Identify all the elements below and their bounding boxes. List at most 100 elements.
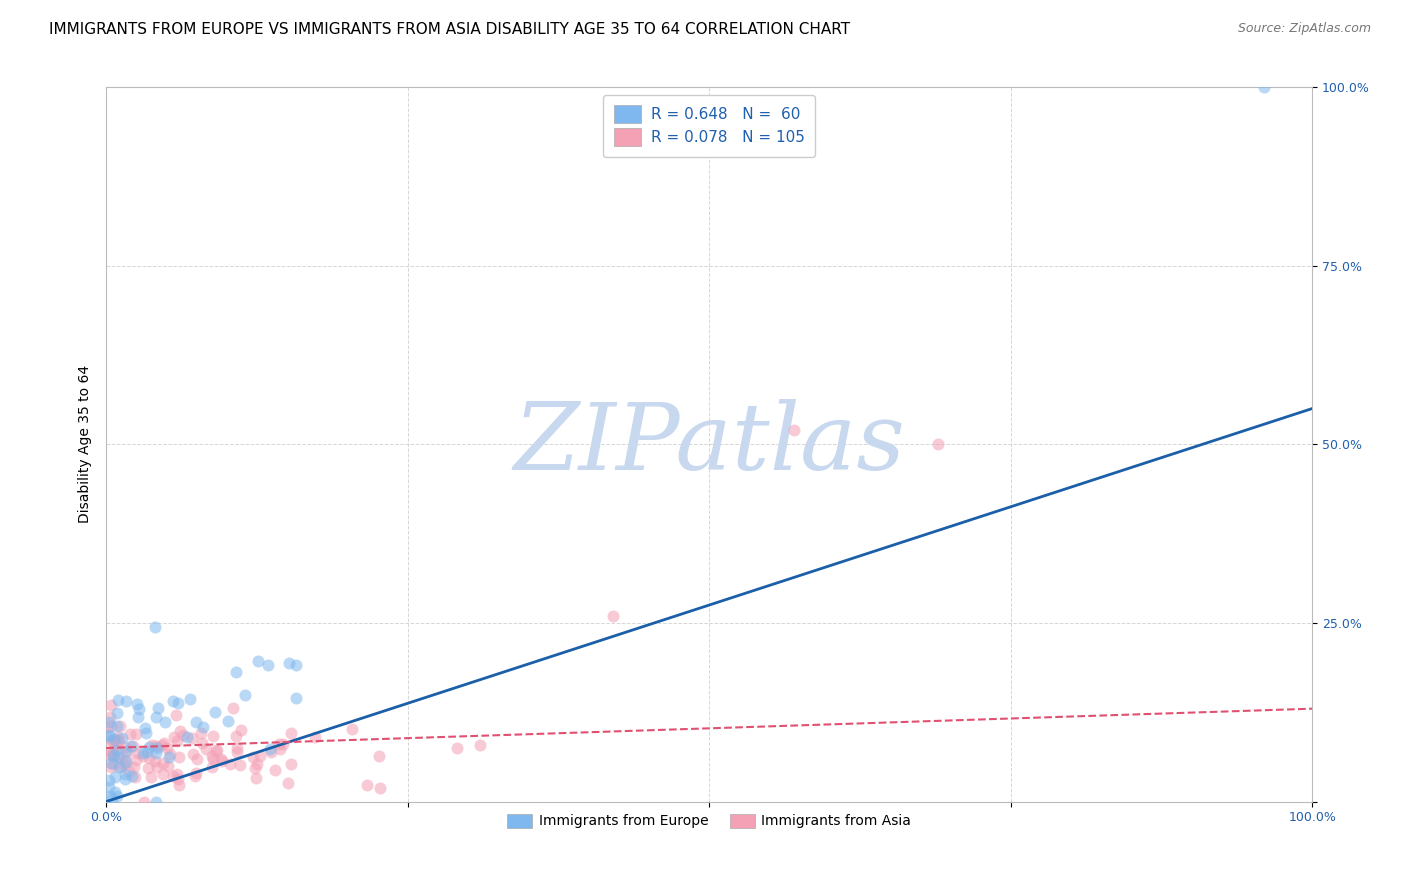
Point [217,714,239,728]
Point [105,743,128,757]
Point [166,734,188,748]
Point [105,719,128,733]
Legend: Immigrants from Europe, Immigrants from Asia: Immigrants from Europe, Immigrants from … [502,808,917,834]
Point [249,749,271,764]
Point [105,739,128,753]
Point [256,658,278,673]
Point [103,746,125,760]
Point [167,750,190,764]
Point [225,665,247,679]
Point [229,758,252,772]
Point [277,776,299,790]
Point [368,780,391,795]
Point [115,694,138,708]
Point [150,738,173,752]
Point [259,742,281,756]
Point [263,763,285,777]
Point [271,737,294,751]
Point [468,738,491,752]
Point [104,785,127,799]
Point [165,708,187,723]
Point [190,736,212,750]
Point [125,753,148,767]
Point [110,760,132,774]
Point [222,701,245,715]
Point [135,726,157,740]
Point [120,739,142,753]
Point [143,754,166,768]
Point [107,750,129,764]
Point [108,760,131,774]
Point [97,714,120,729]
Point [97,729,120,743]
Point [180,731,202,745]
Point [145,739,167,754]
Point [285,658,308,673]
Point [107,731,129,745]
Point [112,756,135,771]
Point [100,719,122,733]
Point [101,735,124,749]
Point [103,757,125,772]
Point [280,726,302,740]
Point [156,741,179,756]
Point [127,710,149,724]
Point [218,756,240,771]
Point [181,747,204,761]
Point [138,751,160,765]
Point [108,732,131,747]
Point [105,789,128,804]
Point [104,732,127,747]
Point [201,748,224,763]
Point [101,733,124,747]
Point [159,747,181,761]
Point [927,437,949,451]
Point [186,766,208,780]
Point [100,744,122,758]
Point [172,727,194,741]
Point [114,767,136,781]
Point [225,746,247,760]
Point [115,745,138,759]
Point [114,739,136,754]
Point [179,691,201,706]
Point [280,757,302,772]
Point [226,741,249,756]
Point [152,756,174,770]
Point [118,764,141,778]
Point [167,778,190,792]
Point [104,770,127,784]
Point [103,732,125,747]
Point [124,727,146,741]
Point [269,742,291,756]
Point [446,741,468,756]
Point [145,709,167,723]
Point [162,769,184,783]
Point [176,730,198,744]
Point [782,423,804,437]
Point [98,789,121,803]
Point [304,731,326,745]
Point [114,772,136,786]
Point [96,721,118,735]
Point [166,697,188,711]
Point [100,790,122,805]
Point [245,771,267,785]
Point [141,770,163,784]
Point [146,701,169,715]
Point [205,744,228,758]
Point [101,746,124,760]
Point [602,608,624,623]
Point [194,741,217,756]
Point [125,697,148,711]
Point [128,702,150,716]
Point [97,773,120,788]
Point [145,795,167,809]
Point [132,746,155,760]
Point [278,656,301,670]
Point [152,767,174,781]
Point [184,769,207,783]
Point [103,732,125,747]
Point [246,756,269,771]
Point [157,749,180,764]
